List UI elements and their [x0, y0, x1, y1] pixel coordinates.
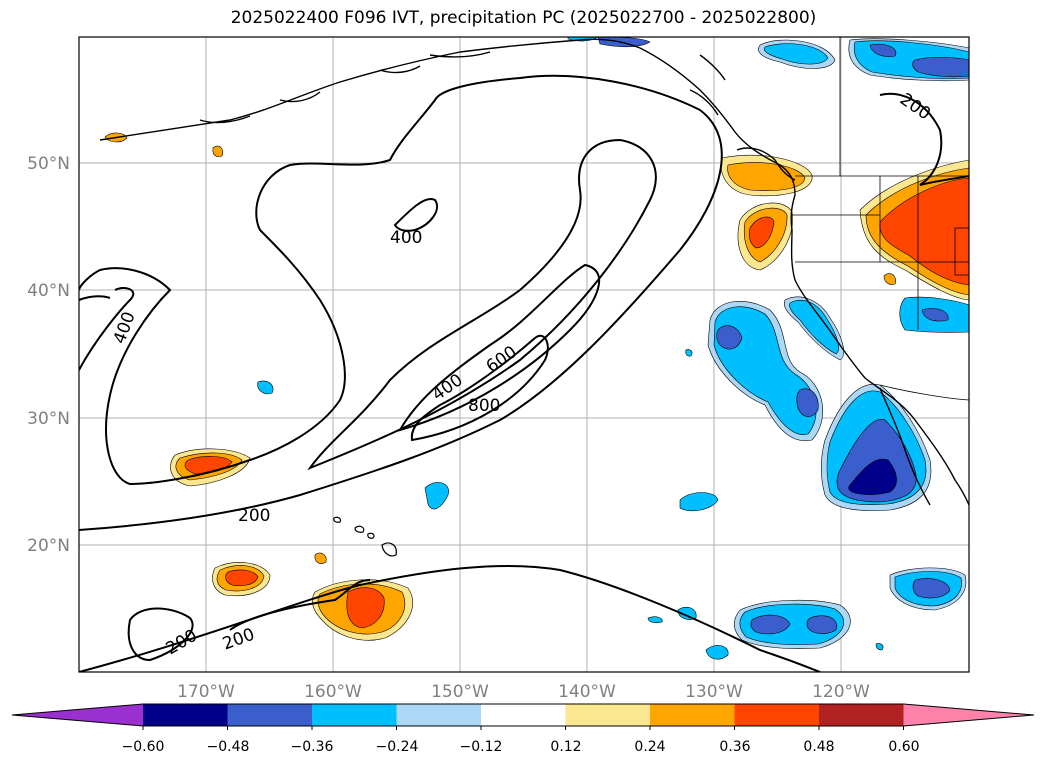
hawaii-islands: [333, 516, 397, 557]
colorbar-segment: [565, 704, 651, 726]
precip-negative-shading: [257, 37, 969, 660]
lon-label: 170°W: [177, 682, 235, 702]
contour-label: 400: [110, 309, 140, 346]
lon-label: 160°W: [304, 682, 362, 702]
colorbar-tick-label: 0.60: [888, 739, 919, 755]
lat-label: 40°N: [27, 281, 70, 301]
colorbar-tick-label: 0.12: [550, 739, 581, 755]
colorbar-tick-label: −0.36: [291, 739, 334, 755]
map-frame: [78, 36, 970, 673]
colorbar-segment: [650, 704, 735, 726]
lat-label: 20°N: [27, 536, 70, 556]
colorbar-segment: [227, 704, 313, 726]
colorbar-segment: [734, 704, 820, 726]
precip-positive-shading: [104, 132, 969, 641]
colorbar: [11, 703, 1035, 730]
latitude-labels: 50°N 40°N 30°N 20°N: [27, 154, 70, 556]
longitude-labels: 170°W 160°W 150°W 140°W 130°W 120°W: [177, 682, 870, 702]
contour-label: 200: [238, 506, 270, 526]
contour-label: 400: [390, 228, 422, 248]
lat-label: 30°N: [27, 409, 70, 429]
colorbar-tick-label: −0.24: [376, 739, 419, 755]
colorbar-tick-label: 0.24: [634, 739, 665, 755]
colorbar-tick-label: −0.12: [460, 739, 503, 755]
ivt-contours: [79, 74, 969, 672]
colorbar-segment: [903, 704, 1034, 726]
lon-label: 120°W: [812, 682, 870, 702]
colorbar-tick-label: 0.48: [803, 739, 834, 755]
colorbar-tick-label: 0.36: [719, 739, 750, 755]
lon-label: 140°W: [558, 682, 616, 702]
lat-label: 50°N: [27, 154, 70, 174]
contour-label: 800: [468, 396, 500, 416]
colorbar-ticks: −0.60 −0.48 −0.36 −0.24 −0.12 0.12 0.24 …: [122, 739, 920, 755]
coastlines: [99, 38, 969, 506]
colorbar-segment: [396, 704, 482, 726]
colorbar-tick-label: −0.60: [122, 739, 165, 755]
colorbar-segment: [819, 704, 904, 726]
map-title: 2025022400 F096 IVT, precipitation PC (2…: [230, 8, 817, 28]
colorbar-segment: [143, 704, 228, 726]
state-borders: [792, 37, 969, 401]
contour-label: 200: [163, 626, 201, 660]
colorbar-segment: [312, 704, 397, 726]
colorbar-tick-label: −0.48: [207, 739, 250, 755]
colorbar-segment: [12, 704, 143, 726]
contour-label: 200: [220, 625, 257, 655]
lon-label: 130°W: [685, 682, 743, 702]
colorbar-segment: [481, 704, 566, 726]
lon-label: 150°W: [431, 682, 489, 702]
